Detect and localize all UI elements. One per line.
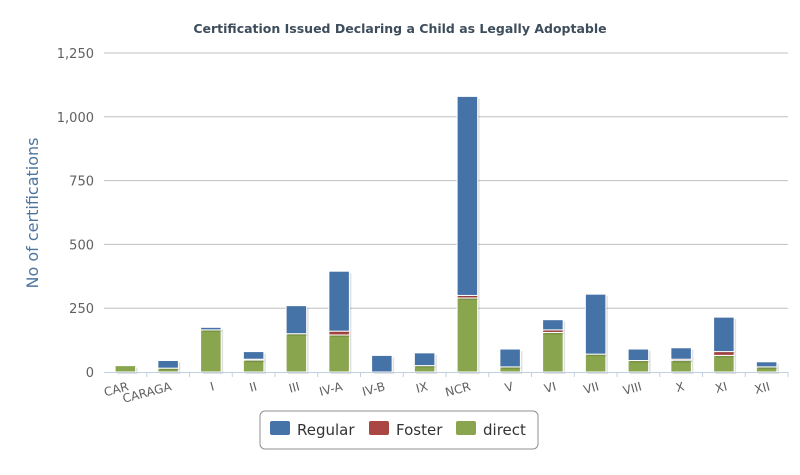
x-tick-label: X (674, 379, 686, 395)
y-tick-label: 1,000 (57, 111, 94, 126)
bar-regular-iii[interactable] (285, 305, 308, 335)
bar-regular-xi[interactable] (713, 316, 735, 353)
legend-label-regular[interactable]: Regular (297, 421, 355, 439)
x-tick-label: IV-B (361, 379, 387, 399)
bar-regular-viii[interactable] (627, 348, 650, 362)
bar-regular-caraga[interactable] (157, 360, 179, 369)
x-tick-label: IV-A (318, 379, 345, 399)
legend[interactable]: Regular Foster direct (259, 410, 539, 450)
bar-regular-i[interactable] (200, 326, 222, 331)
x-tick-label: NCR (444, 379, 472, 399)
bar-direct-xi[interactable] (713, 354, 735, 373)
x-tick-label: III (287, 379, 301, 395)
chart-title: Certification Issued Declaring a Child a… (193, 21, 606, 36)
x-tick-label: VIII (621, 379, 643, 397)
bar-shadow (672, 361, 694, 363)
bar-regular-ix[interactable] (413, 352, 436, 367)
y-tick-label: 750 (69, 175, 94, 190)
bar-direct-ncr[interactable] (456, 297, 479, 373)
grid-lines (104, 52, 788, 309)
legend-label-direct[interactable]: direct (483, 421, 526, 439)
bar-shadow (459, 297, 480, 300)
bar-regular-ncr[interactable] (456, 95, 479, 296)
x-tick-label: CAR (102, 379, 130, 399)
legend-swatch-regular[interactable] (270, 421, 290, 435)
bar-regular-vi[interactable] (542, 319, 564, 331)
x-tick-label: II (248, 379, 258, 394)
y-tick-label: 250 (69, 302, 94, 317)
bar-regular-xii[interactable] (755, 361, 778, 368)
bar-direct-vi[interactable] (542, 331, 564, 373)
x-tick-label: VI (543, 379, 558, 396)
x-tick-label: CARAGA (121, 379, 174, 406)
bar-regular-ii[interactable] (242, 351, 265, 360)
x-tick-label: XI (714, 379, 729, 396)
bar-shadow (202, 329, 224, 332)
x-tick-label: XII (753, 379, 771, 396)
bar-direct-i[interactable] (200, 329, 222, 373)
legend-swatch-direct[interactable] (456, 421, 476, 435)
legend-swatch-foster[interactable] (369, 421, 389, 435)
y-tick-label: 1,250 (57, 47, 94, 62)
bar-direct-iv-a[interactable] (328, 334, 350, 373)
bar-shadow (245, 361, 266, 363)
bar-regular-vii[interactable] (584, 293, 607, 355)
bars (114, 95, 779, 374)
bar-regular-x[interactable] (670, 347, 692, 360)
x-tick-label: I (209, 379, 216, 393)
x-tick-label: V (503, 379, 515, 395)
bar-direct-car[interactable] (114, 365, 137, 373)
x-tick-label: VII (582, 379, 600, 396)
y-axis-title: No of certifications (23, 138, 42, 289)
bar-shadow (544, 331, 566, 335)
legend-box (259, 410, 539, 450)
y-tick-label: 500 (69, 238, 94, 253)
bar-regular-iv-b[interactable] (371, 354, 393, 373)
bar-direct-iii[interactable] (285, 333, 308, 373)
bar-regular-iv-a[interactable] (328, 270, 350, 332)
bar-direct-vii[interactable] (584, 353, 607, 373)
bar-regular-v[interactable] (499, 348, 521, 368)
legend-label-foster[interactable]: Foster (396, 421, 443, 439)
y-tick-label: 0 (86, 366, 94, 381)
x-tick-label: IX (414, 379, 429, 396)
